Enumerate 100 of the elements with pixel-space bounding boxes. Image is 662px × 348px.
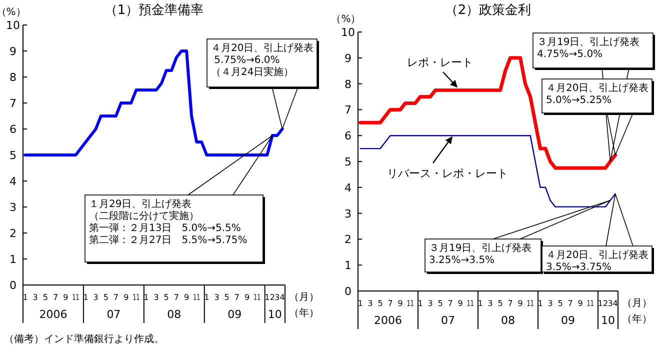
annotation: ３月19日、引上げ発表 4.75%→5.0%: [537, 36, 640, 60]
x-tick-label: 5: [164, 293, 169, 302]
y-tick-label: 8: [10, 71, 16, 84]
text: 2006: [374, 314, 402, 327]
x-axis-title: （月）（年）: [622, 298, 652, 325]
x-tick-label: 1: [478, 299, 483, 308]
x-tick-label: 9: [184, 293, 190, 302]
text: 2006: [39, 308, 68, 321]
x-tick-label: 5: [224, 293, 230, 302]
y-tick-label: 4: [10, 175, 16, 188]
x-tick-label: 3: [488, 299, 493, 308]
x-tick-label: 2: [602, 299, 608, 308]
annotation: １月29日、引上げ発表（二段階に分けて実施）第一弾：２月13日 5.0%→5.5% 第二弾：２月27日 5.5%→5.75%: [89, 198, 248, 246]
text: 07: [441, 314, 455, 327]
y-tick-label: 1: [10, 253, 16, 266]
x-tick-label: 1: [83, 293, 88, 302]
x-tick-label: 7: [113, 293, 119, 302]
x-tick-label: 5: [498, 299, 503, 308]
x-tick-label: 11: [466, 299, 478, 308]
x-tick-label: 3: [548, 299, 553, 308]
y-tick-label: 5: [10, 149, 16, 162]
x-tick-label: 9: [124, 293, 129, 302]
x-tick-label: 1: [264, 293, 270, 302]
x-tick-label: 5: [378, 299, 383, 308]
y-tick-label: 2: [10, 227, 16, 240]
y-tick-label: 10: [6, 19, 20, 32]
x-tick-label: 9: [518, 299, 523, 308]
y-tick-label: 9: [344, 52, 352, 65]
x-tick-label: 7: [508, 299, 513, 308]
x-tick-label: 11: [526, 299, 538, 308]
x-tick-label: 7: [174, 293, 179, 302]
y-tick-label: 7: [10, 97, 16, 110]
y-tick-label: 9: [10, 45, 16, 58]
x-tick-label: 11: [254, 293, 264, 302]
x-tick-label: 9: [458, 299, 463, 308]
y-tick-label: 0: [10, 279, 16, 292]
x-tick-label: 3: [93, 293, 98, 302]
chart-title: （2）政策金利: [444, 3, 532, 18]
x-tick-label: 7: [448, 299, 453, 308]
x-tick-label: 5: [558, 299, 563, 308]
y-tick-label: 8: [344, 78, 352, 91]
y-axis-title: （%）: [0, 7, 26, 18]
y-tick-label: 3: [344, 207, 352, 220]
x-tick-label: 11: [72, 293, 82, 302]
x-tick-label: 4: [280, 293, 285, 302]
y-tick-label: 5: [344, 156, 352, 168]
x-tick-label: 7: [52, 293, 58, 302]
x-tick-label: 11: [406, 299, 418, 308]
x-tick-label: 3: [32, 293, 38, 302]
annotation: ４月20日、引上げ発表 5.75%→6.0% （４月24日実施）: [211, 42, 314, 78]
x-tick-label: 3: [428, 299, 433, 308]
x-tick-label: 1: [144, 293, 149, 302]
y-tick-label: 2: [344, 233, 352, 246]
text: 07: [106, 308, 121, 321]
text: 09: [228, 308, 242, 321]
y-tick-label: 10: [341, 26, 355, 39]
x-axis-title: （月）（年）: [289, 292, 319, 319]
x-tick-label: 3: [154, 293, 159, 302]
text: （備考）インド準備銀行より作成。: [4, 333, 164, 345]
x-tick-label: 11: [193, 293, 204, 302]
x-tick-label: 2: [270, 293, 275, 302]
y-tick-label: 6: [344, 130, 352, 143]
x-tick-label: 1: [598, 299, 603, 308]
x-tick-label: 9: [398, 299, 403, 308]
annotation: ４月20日、引上げ発表 5.0%→5.25%: [546, 82, 649, 106]
x-tick-label: 7: [388, 299, 393, 308]
x-tick-label: 3: [368, 299, 373, 308]
series-label: レポ・レート: [407, 56, 473, 69]
text: 10: [601, 314, 615, 327]
x-tick-label: 9: [63, 293, 68, 302]
x-tick-label: 9: [578, 299, 583, 308]
x-tick-label: 1: [204, 293, 210, 302]
y-tick-label: 1: [344, 259, 352, 272]
chart-title: （1）預金準備率: [104, 2, 204, 18]
text: 08: [501, 314, 515, 327]
annotation: ４月20日、引上げ発表 3.5%→3.75%: [546, 249, 649, 273]
text: 10: [268, 308, 282, 321]
series-label: リバース・レポ・レート: [387, 167, 508, 180]
y-tick-label: 7: [344, 104, 352, 117]
y-tick-label: 0: [344, 285, 352, 298]
x-tick-label: 7: [568, 299, 573, 308]
text: 09: [561, 314, 575, 327]
x-tick-label: 3: [274, 293, 280, 302]
x-tick-label: 1: [538, 299, 543, 308]
y-tick-label: 6: [10, 123, 16, 136]
x-tick-label: 5: [103, 293, 108, 302]
text: 08: [167, 308, 182, 321]
x-tick-label: 1: [418, 299, 423, 308]
x-tick-label: 5: [42, 293, 48, 302]
annotation: ３月19日、引上げ発表 3.25%→3.5%: [429, 242, 532, 266]
x-tick-label: 5: [438, 299, 443, 308]
y-tick-label: 4: [344, 181, 352, 194]
x-tick-label: 4: [612, 299, 618, 308]
x-tick-label: 11: [132, 293, 143, 302]
x-tick-label: 11: [586, 299, 598, 308]
x-tick-label: 9: [244, 293, 250, 302]
x-tick-label: 3: [608, 299, 613, 308]
x-tick-label: 1: [22, 293, 28, 302]
y-axis-title: （%）: [331, 14, 361, 25]
x-tick-label: 7: [234, 293, 240, 302]
